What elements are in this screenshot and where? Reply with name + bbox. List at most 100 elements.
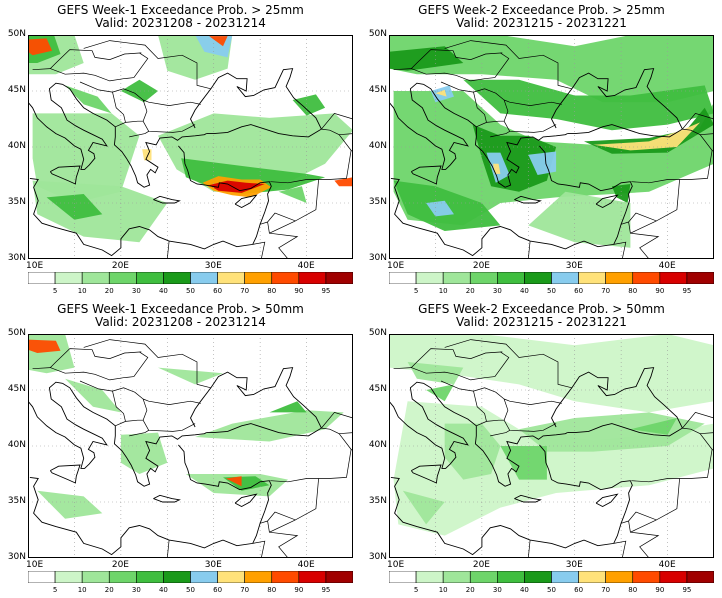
panel-valid-dates: Valid: 20231208 - 20231214 (95, 16, 266, 30)
country-border (32, 351, 149, 381)
colorbar-tick-label: 20 (465, 287, 475, 295)
colorbar (389, 571, 714, 583)
colorbar-swatch (136, 272, 164, 284)
colorbar-tick-label: 50 (186, 287, 195, 295)
colorbar-tick-label: 60 (574, 586, 584, 594)
country-border (503, 398, 557, 432)
colorbar-swatch (298, 571, 327, 583)
country-border (269, 531, 299, 558)
probability-area (593, 122, 701, 151)
colorbar-tick-label: 90 (655, 586, 665, 594)
latitude-tick-label: 35N (368, 496, 387, 506)
longitude-tick-label: 40E (297, 560, 315, 570)
probability-area (584, 107, 714, 154)
longitude-tick-label: 30E (565, 261, 583, 271)
coastline (390, 145, 633, 257)
latitude-tick-label: 45N (368, 384, 387, 394)
probability-area (46, 194, 103, 220)
country-border (476, 419, 505, 427)
colorbar-swatch (469, 571, 498, 583)
colorbar-swatch (54, 571, 83, 583)
country-border (440, 81, 505, 101)
country-border (142, 398, 196, 432)
colorbar-tick-label: 20 (465, 586, 475, 594)
probability-area (426, 384, 454, 402)
probability-area (292, 94, 326, 116)
latitude-tick-label: 40N (7, 141, 26, 151)
colorbar-tick-label: 60 (574, 287, 584, 295)
latitude-tick-label: 45N (7, 85, 26, 95)
country-border (527, 540, 531, 558)
colorbar-tick-label: 30 (131, 287, 141, 295)
panel-valid-dates: Valid: 20231215 - 20231221 (456, 16, 627, 30)
probability-area (528, 151, 557, 175)
country-border (490, 131, 510, 138)
country-border (613, 241, 627, 259)
colorbar-swatch (659, 571, 688, 583)
probability-area (269, 401, 307, 413)
colorbar-swatch (244, 272, 273, 284)
country-border (252, 540, 266, 558)
colorbar-swatch (415, 272, 444, 284)
coastline (423, 382, 568, 487)
country-border (393, 52, 510, 82)
colorbar-swatch (605, 272, 634, 284)
country-border (628, 478, 680, 522)
coastline (550, 367, 683, 437)
colorbar-swatch (81, 571, 110, 583)
map-canvas (28, 334, 353, 558)
country-border (259, 220, 296, 234)
coastline (29, 145, 272, 257)
latitude-tick-label: 40N (7, 440, 26, 450)
map-panel-week1-50mm: GEFS Week-1 Exceedance Prob. > 50mm Vali… (0, 299, 361, 598)
coastline (62, 382, 207, 487)
coastline (62, 83, 207, 188)
probability-map (28, 334, 353, 558)
coastline (514, 195, 542, 204)
colorbar-swatch (271, 272, 300, 284)
longitude-tick-label: 30E (204, 560, 222, 570)
colorbar-swatch (28, 272, 56, 284)
country-border (620, 519, 657, 533)
colorbar-tick-label: 10 (438, 287, 448, 295)
country-border (142, 398, 201, 405)
country-border (620, 220, 657, 234)
coastline (389, 82, 469, 170)
colorbar-tick-label: 5 (413, 287, 419, 295)
country-border (613, 540, 627, 558)
panel-valid-dates: Valid: 20231208 - 20231214 (95, 315, 266, 329)
country-border (142, 99, 201, 106)
latitude-tick-label: 35N (7, 197, 26, 207)
country-border (270, 427, 352, 483)
colorbar-swatch (298, 272, 327, 284)
panel-title: GEFS Week-1 Exceedance Prob. > 25mm (57, 3, 304, 17)
probability-area (65, 85, 112, 114)
coastline (28, 82, 108, 170)
coastline (595, 493, 619, 508)
coastline (189, 367, 322, 437)
coastline (49, 464, 81, 484)
colorbar-swatch (605, 571, 634, 583)
country-border (166, 241, 170, 259)
country-border (50, 348, 142, 368)
probability-area (120, 432, 168, 474)
colorbar-swatch (686, 571, 714, 583)
colorbar-swatch (217, 571, 245, 583)
colorbar-swatch (244, 571, 273, 583)
country-border (473, 391, 487, 422)
colorbar-swatch (389, 571, 417, 583)
country-border (393, 351, 510, 381)
coastline (410, 165, 442, 185)
probability-area (389, 46, 464, 71)
colorbar-swatch (578, 272, 606, 284)
map-canvas (28, 35, 353, 259)
country-border (503, 398, 562, 405)
probability-area (611, 184, 631, 203)
probability-area (209, 36, 228, 47)
colorbar-tick-label: 10 (77, 586, 87, 594)
panel-title: GEFS Week-2 Exceedance Prob. > 50mm (418, 302, 665, 316)
colorbar-tick-label: 70 (240, 287, 250, 295)
colorbar (28, 272, 353, 284)
probability-map (389, 334, 714, 558)
colorbar-tick-label: 50 (186, 586, 195, 594)
